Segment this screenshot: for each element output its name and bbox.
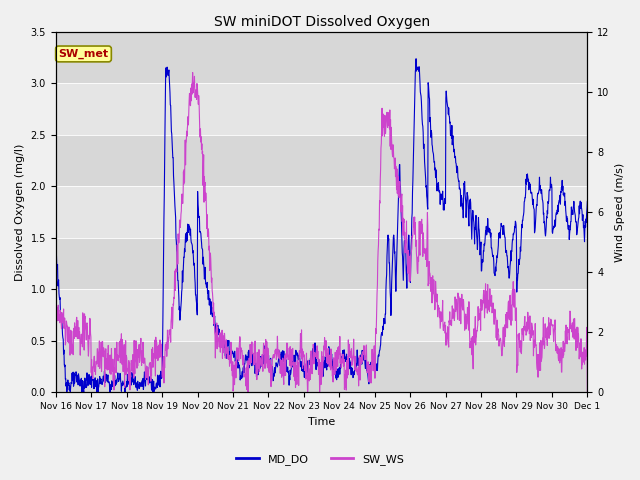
MD_DO bbox=[115, 378, 123, 384]
Bar bbox=[56, 341, 588, 392]
Legend: MD_DO, SW_WS: MD_DO, SW_WS bbox=[232, 450, 408, 469]
Bar bbox=[56, 186, 588, 238]
MD_DO bbox=[93, 385, 101, 391]
SW_WS bbox=[93, 361, 100, 367]
SW_WS bbox=[289, 362, 297, 368]
X-axis label: Time: Time bbox=[308, 417, 335, 427]
Title: SW miniDOT Dissolved Oxygen: SW miniDOT Dissolved Oxygen bbox=[214, 15, 429, 29]
MD_DO bbox=[52, 250, 60, 255]
MD_DO bbox=[278, 362, 285, 368]
MD_DO bbox=[298, 358, 306, 364]
MD_DO bbox=[412, 56, 420, 61]
Bar bbox=[56, 32, 588, 83]
Y-axis label: Wind Speed (m/s): Wind Speed (m/s) bbox=[615, 162, 625, 262]
Line: MD_DO: MD_DO bbox=[56, 59, 588, 392]
SW_WS bbox=[189, 70, 196, 75]
SW_WS bbox=[355, 364, 363, 370]
MD_DO bbox=[63, 389, 70, 395]
SW_WS bbox=[244, 389, 252, 395]
MD_DO bbox=[584, 199, 591, 204]
SW_WS bbox=[115, 353, 122, 359]
MD_DO bbox=[355, 355, 362, 361]
MD_DO bbox=[289, 354, 296, 360]
Text: SW_met: SW_met bbox=[58, 49, 109, 59]
SW_WS bbox=[278, 359, 286, 365]
SW_WS bbox=[52, 285, 60, 291]
SW_WS bbox=[299, 365, 307, 371]
Bar bbox=[56, 238, 588, 289]
Bar bbox=[56, 134, 588, 186]
Line: SW_WS: SW_WS bbox=[56, 72, 588, 392]
Bar bbox=[56, 289, 588, 341]
SW_WS bbox=[584, 389, 591, 395]
Bar bbox=[56, 83, 588, 134]
Y-axis label: Dissolved Oxygen (mg/l): Dissolved Oxygen (mg/l) bbox=[15, 143, 25, 281]
